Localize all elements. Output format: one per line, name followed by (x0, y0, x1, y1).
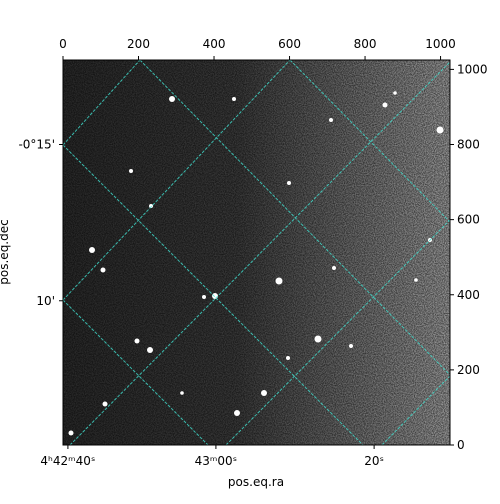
top-tick-label: 0 (59, 37, 67, 51)
right-tick-label: 0 (457, 438, 465, 452)
top-tick-label: 600 (278, 37, 301, 51)
y-tick-label: 10' (36, 294, 55, 308)
x-tick-label: 43ᵐ00ˢ (195, 454, 238, 468)
x-tick-label: 20ˢ (364, 454, 384, 468)
sky-image (63, 60, 450, 445)
right-tick-label: 1000 (457, 62, 488, 76)
x-tick-label: 4ʰ42ᵐ40ˢ (40, 454, 95, 468)
right-tick-label: 400 (457, 288, 480, 302)
x-axis-label: pos.eq.ra (228, 475, 284, 489)
top-tick-label: 200 (127, 37, 150, 51)
y-tick-label: -0°15' (18, 138, 55, 152)
right-tick-label: 200 (457, 363, 480, 377)
coordinate-grid (63, 60, 450, 445)
axes-frame (62, 59, 451, 446)
top-tick-label: 800 (354, 37, 377, 51)
y-axis-label: pos.eq.dec (0, 219, 11, 284)
top-tick-label: 1000 (425, 37, 456, 51)
top-tick-label: 400 (203, 37, 226, 51)
right-tick-label: 800 (457, 138, 480, 152)
right-tick-label: 600 (457, 213, 480, 227)
